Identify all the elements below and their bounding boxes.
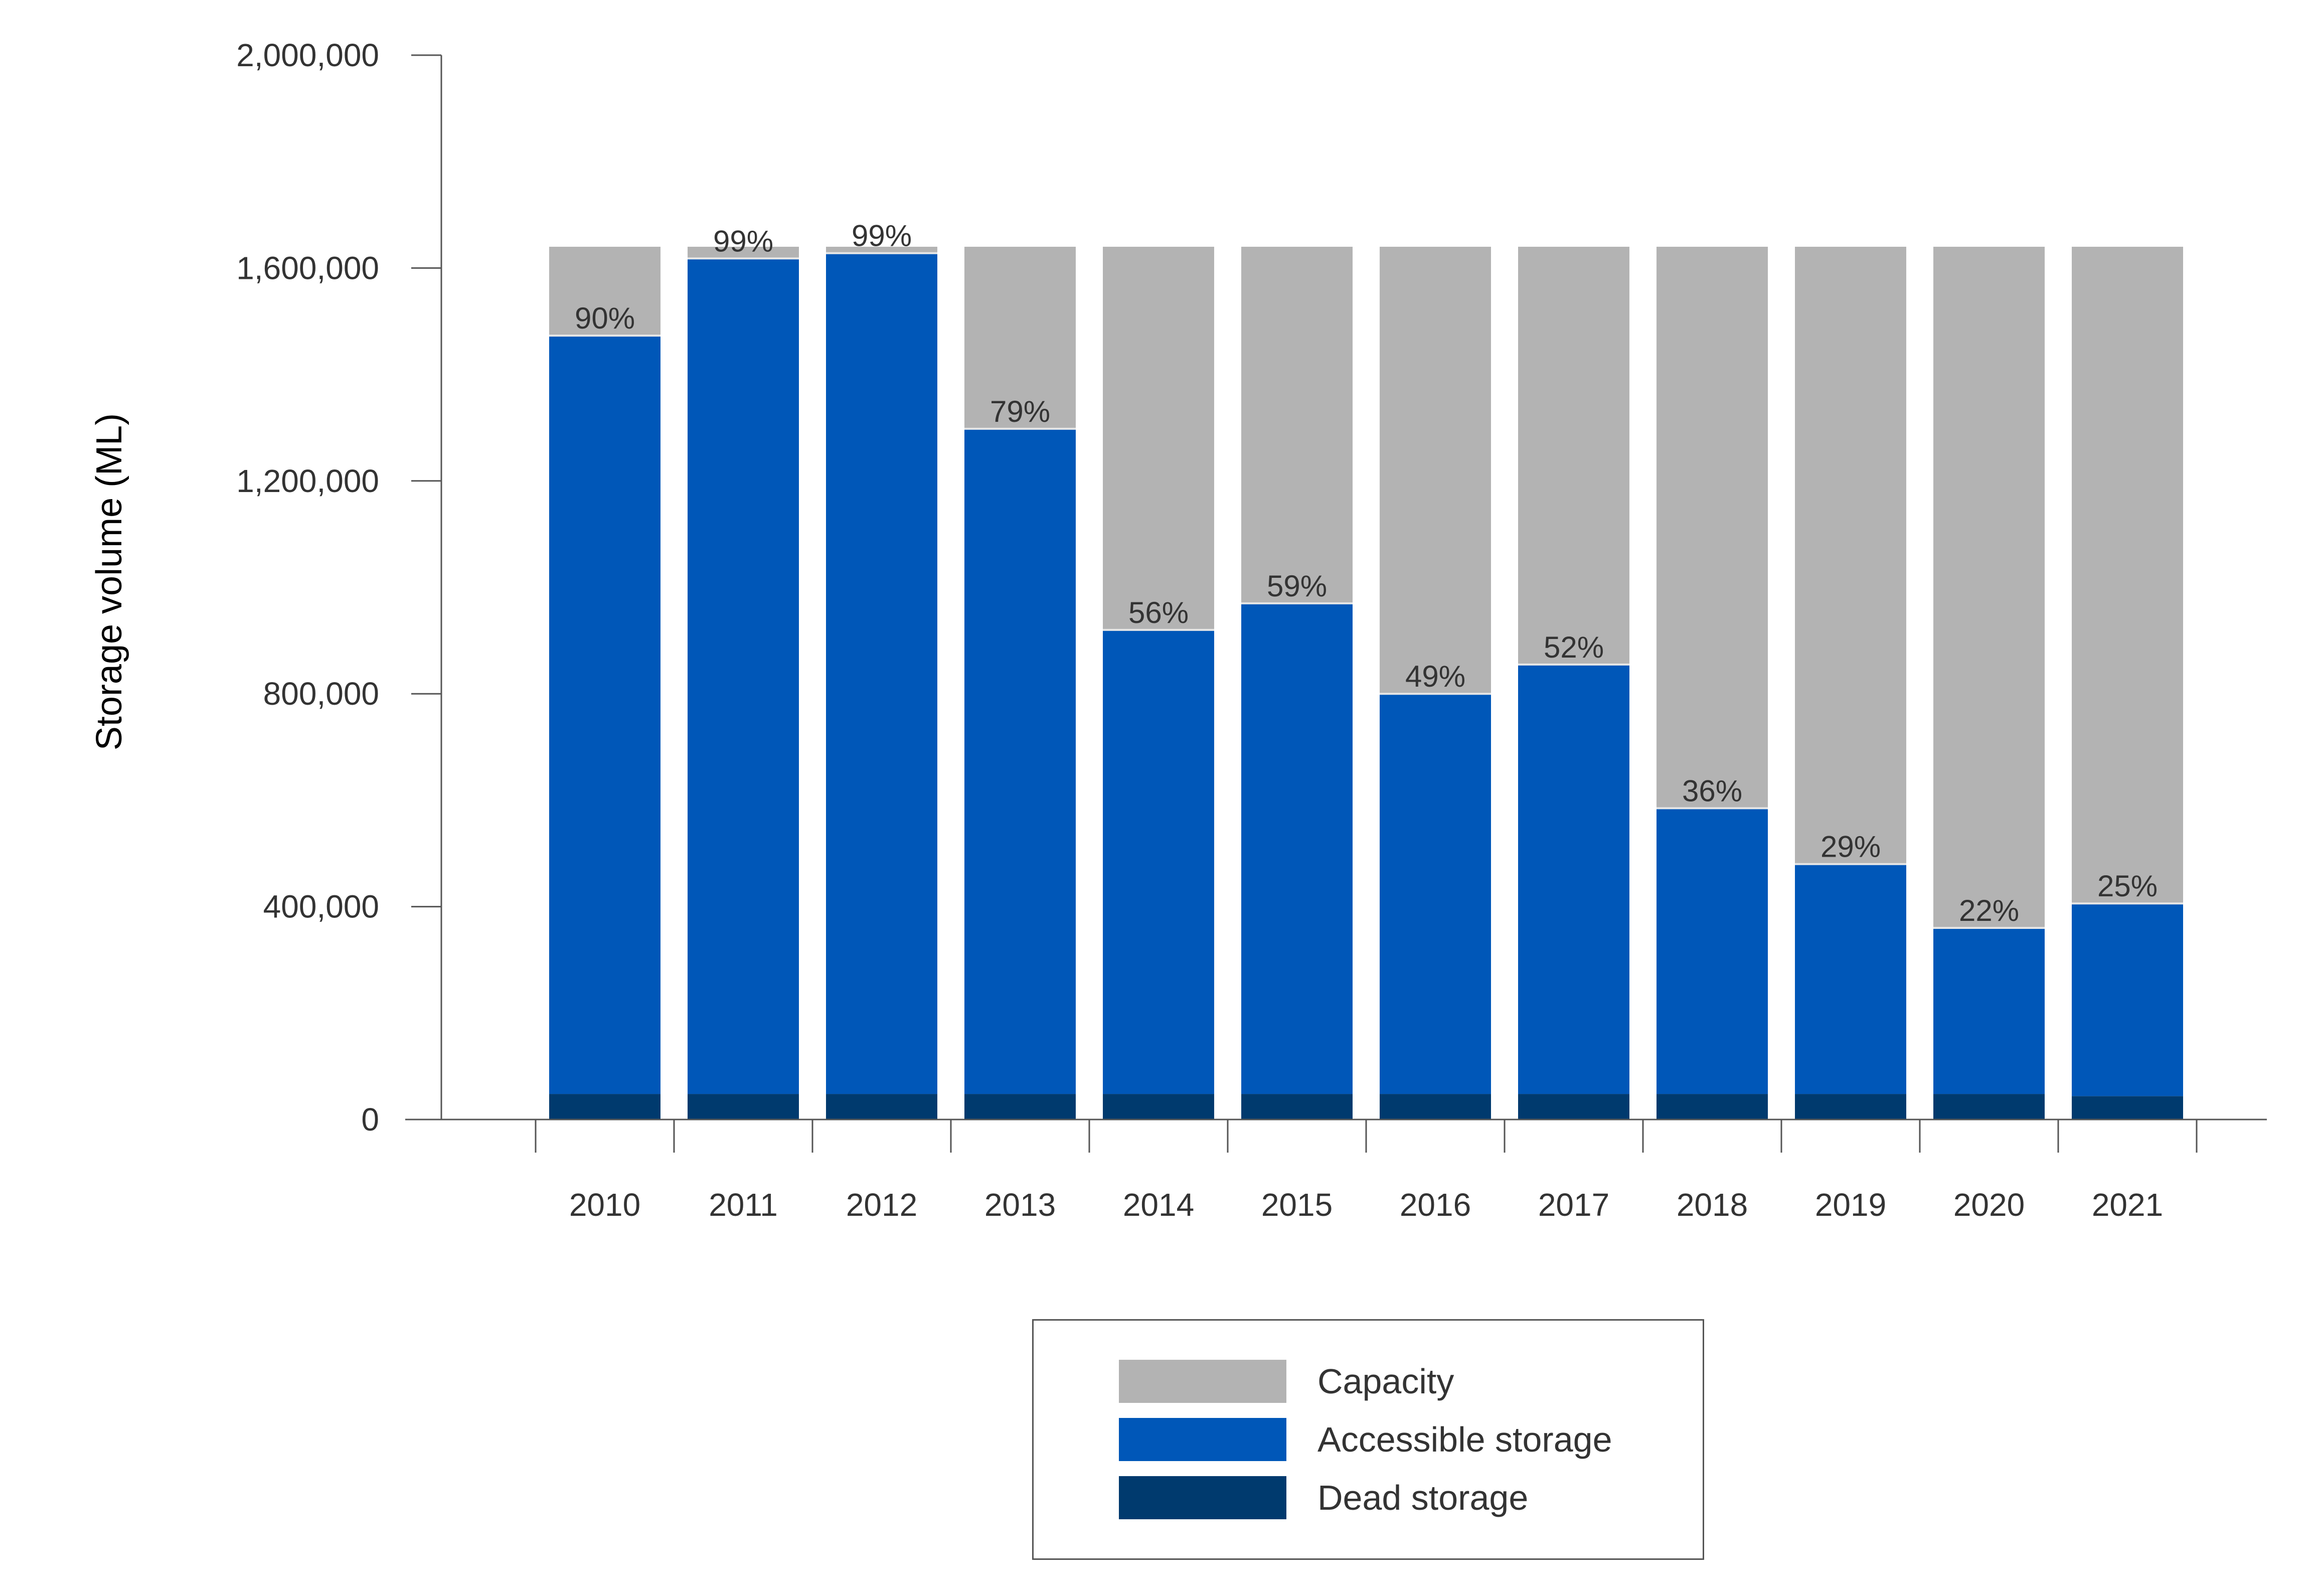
legend-label-accessible-storage: Accessible storage [1317, 1420, 1612, 1459]
bar-capacity-2013 [964, 246, 1076, 429]
bar-dead-storage-2015 [1241, 1094, 1353, 1120]
bar-accessible-storage-2019 [1795, 864, 1906, 1094]
legend-item-dead-storage: Dead storage [1119, 1476, 1528, 1519]
legend-item-accessible-storage: Accessible storage [1119, 1418, 1612, 1461]
bar-dead-storage-2013 [964, 1094, 1076, 1120]
percent-label-2013: 79% [990, 395, 1050, 428]
y-tick-label: 0 [361, 1101, 379, 1138]
bar-accessible-storage-2010 [549, 336, 660, 1094]
x-tick-label: 2011 [709, 1187, 778, 1223]
bar-dead-storage-2021 [2072, 1096, 2183, 1120]
percent-label-2010: 90% [575, 301, 635, 335]
legend-item-capacity: Capacity [1119, 1360, 1454, 1403]
bar-dead-storage-2010 [549, 1094, 660, 1120]
bar-capacity-2021 [2072, 246, 2183, 904]
bar-dead-storage-2020 [1933, 1094, 2045, 1120]
bar-dead-storage-2011 [688, 1094, 799, 1120]
percent-label-2018: 36% [1682, 774, 1742, 808]
y-tick-label: 800,000 [263, 676, 379, 712]
percent-label-2015: 59% [1267, 569, 1327, 603]
bar-capacity-2011 [688, 246, 799, 259]
bar-capacity-2010 [549, 246, 660, 336]
bar-accessible-storage-2013 [964, 428, 1076, 1094]
x-axis: 2010 2011 2012 2013 2014 2015 2016 2017 2018 2019… [405, 1119, 2267, 1223]
y-tick-label: 400,000 [263, 889, 379, 925]
bar-capacity-2016 [1380, 246, 1491, 694]
bar-accessible-storage-2017 [1518, 664, 1629, 1094]
bar-dead-storage-2019 [1795, 1094, 1906, 1120]
bars [549, 246, 2183, 1120]
bar-capacity-2018 [1657, 246, 1768, 809]
y-tick-label: 2,000,000 [236, 37, 379, 73]
x-tick-label: 2019 [1815, 1187, 1886, 1223]
bar-accessible-storage-2011 [688, 258, 799, 1094]
x-tick-label: 2010 [569, 1187, 640, 1223]
bar-accessible-storage-2018 [1657, 808, 1768, 1094]
percent-labels: 90% 99% 99% 79% 56% 59% 49% 52% 36% 29% 22% 25% [575, 219, 2158, 927]
bar-capacity-2012 [826, 246, 937, 253]
x-tick-label: 2020 [1953, 1187, 2025, 1223]
legend: Capacity Accessible storage Dead storage [1032, 1319, 1704, 1560]
bar-accessible-storage-2021 [2072, 903, 2183, 1096]
percent-label-2021: 25% [2097, 869, 2158, 903]
bar-dead-storage-2014 [1103, 1094, 1214, 1120]
y-tick-label: 1,200,000 [236, 463, 379, 499]
percent-label-2019: 29% [1820, 830, 1881, 864]
x-tick-label: 2021 [2092, 1187, 2163, 1223]
legend-swatch-dead-storage [1119, 1476, 1286, 1519]
y-tick-label: 1,600,000 [236, 250, 379, 286]
percent-label-2020: 22% [1959, 894, 2019, 927]
percent-label-2012: 99% [852, 219, 912, 253]
bar-accessible-storage-2015 [1241, 603, 1353, 1094]
x-tick-label: 2015 [1261, 1187, 1333, 1223]
x-tick-label: 2014 [1123, 1187, 1194, 1223]
bar-accessible-storage-2014 [1103, 629, 1214, 1094]
bar-accessible-storage-2016 [1380, 694, 1491, 1094]
bar-accessible-storage-2012 [826, 253, 937, 1094]
bar-dead-storage-2018 [1657, 1094, 1768, 1120]
bar-dead-storage-2016 [1380, 1094, 1491, 1120]
bar-capacity-2014 [1103, 246, 1214, 630]
x-tick-label: 2018 [1677, 1187, 1748, 1223]
legend-label-capacity: Capacity [1317, 1362, 1454, 1401]
bar-dead-storage-2012 [826, 1094, 937, 1120]
percent-label-2011: 99% [713, 224, 773, 258]
legend-swatch-capacity [1119, 1360, 1286, 1403]
x-tick-label: 2016 [1400, 1187, 1471, 1223]
x-tick-label: 2017 [1538, 1187, 1609, 1223]
percent-label-2017: 52% [1544, 630, 1604, 664]
bar-capacity-2015 [1241, 246, 1353, 603]
percent-label-2016: 49% [1405, 660, 1465, 693]
y-axis: 0 400,000 800,000 1,200,000 1,600,000 2,000,0… [236, 37, 442, 1138]
percent-label-2014: 56% [1128, 596, 1189, 629]
x-tick-label: 2013 [984, 1187, 1056, 1223]
legend-label-dead-storage: Dead storage [1317, 1478, 1529, 1517]
bar-accessible-storage-2020 [1933, 928, 2045, 1094]
bar-dead-storage-2017 [1518, 1094, 1629, 1120]
y-axis-label: Storage volume (ML) [89, 413, 129, 750]
bar-capacity-2019 [1795, 246, 1906, 864]
bar-capacity-2020 [1933, 246, 2045, 928]
legend-swatch-accessible-storage [1119, 1418, 1286, 1461]
x-tick-label: 2012 [846, 1187, 917, 1223]
bar-capacity-2017 [1518, 246, 1629, 665]
